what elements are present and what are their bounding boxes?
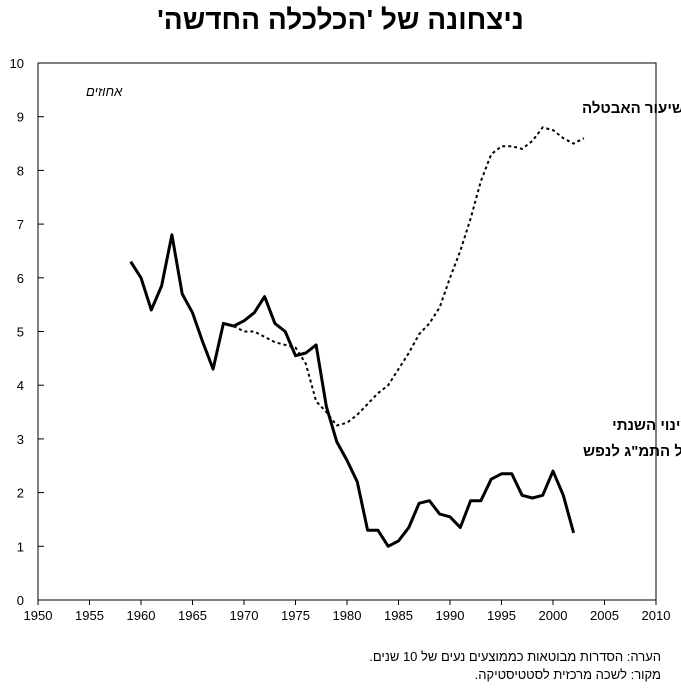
line-chart: 1950 1955 1960 1965 1970 1975 1980 1985 1990 1995… <box>10 56 681 623</box>
x-tick-label: 1990 <box>436 608 465 623</box>
axes <box>37 62 657 605</box>
unemployment-series-label: שיעור האבטלה <box>582 100 681 117</box>
y-tick-label: 5 <box>17 325 24 340</box>
x-tick-label: 1995 <box>487 608 516 623</box>
x-tick-label: 1970 <box>230 608 259 623</box>
x-tick-label: 2010 <box>642 608 671 623</box>
x-tick-label: 1975 <box>281 608 310 623</box>
y-tick-label: 3 <box>17 432 24 447</box>
x-tick-label: 1965 <box>178 608 207 623</box>
x-tick-label: 1960 <box>127 608 156 623</box>
y-tick-label: 7 <box>17 217 24 232</box>
chart-notes: הערה: הסדרות מבוטאות כממוצעים נעים של 10… <box>369 648 661 684</box>
y-tick-label: 0 <box>17 593 24 608</box>
y-tick-label: 1 <box>17 539 24 554</box>
plot-frame <box>37 62 657 601</box>
gdp-per-capita-change-line <box>129 233 576 548</box>
series-lines <box>129 126 585 548</box>
x-tick-label: 1955 <box>75 608 104 623</box>
x-tick-label: 2005 <box>590 608 619 623</box>
unemployment-rate-line <box>233 126 585 427</box>
note-remark: הערה: הסדרות מבוטאות כממוצעים נעים של 10… <box>369 649 661 664</box>
gdp-label-line-1: שיעור השינוי השנתי <box>612 417 681 434</box>
unit-label: אחוזים <box>86 84 123 99</box>
tick-labels: 1950 1955 1960 1965 1970 1975 1980 1985 1990 1995… <box>10 56 671 623</box>
y-tick-label: 6 <box>17 271 24 286</box>
note-source: מקור: לשכה מרכזית לסטטיסטיקה. <box>474 667 661 682</box>
y-tick-label: 10 <box>10 56 24 71</box>
unemployment-label-line: שיעור האבטלה <box>582 100 681 117</box>
y-tick-label: 8 <box>17 163 24 178</box>
y-tick-label: 2 <box>17 486 24 501</box>
x-tick-label: 1950 <box>24 608 53 623</box>
y-tick-label: 4 <box>17 378 24 393</box>
gdp-series-label: שיעור השינוי השנתי של התמ"ג לנפש <box>583 417 681 460</box>
x-tick-label: 1985 <box>384 608 413 623</box>
y-tick-label: 9 <box>17 110 24 125</box>
x-tick-label: 2000 <box>539 608 568 623</box>
x-tick-label: 1980 <box>333 608 362 623</box>
gdp-label-line-2: של התמ"ג לנפש <box>583 443 681 460</box>
chart-title: ניצחונה של 'הכלכלה החדשה' <box>157 4 524 35</box>
